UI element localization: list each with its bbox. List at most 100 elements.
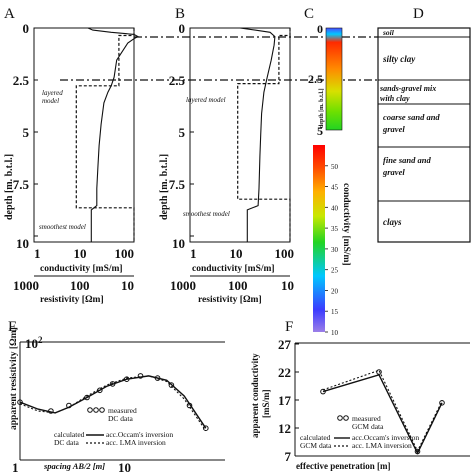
f-y-tick-22: 22 (278, 365, 291, 380)
panel-f: F 27 22 17 12 7 apparent conductivity [m… (250, 319, 470, 471)
b-smoothest-model-label: smoothest model (183, 210, 230, 218)
lith-fine-1: fine sand and (383, 155, 431, 165)
f-legend-measured: measured (352, 414, 381, 423)
f-ylabel-2: [mS/m] (261, 390, 271, 419)
panel-b-plot (237, 27, 291, 242)
f-y-tick-27: 27 (278, 337, 292, 352)
a-cond-tick-1: 10 (74, 246, 87, 261)
a-smoothest-model-line (87, 27, 140, 242)
lithology-boundaries (378, 36, 470, 202)
colorbar-tick-10: 10 (331, 329, 339, 337)
e-legend-measured: measured (108, 406, 137, 415)
e-legend-dc-data-2: DC data (54, 438, 79, 447)
f-y-tick-7: 7 (285, 449, 292, 464)
colorbar-tick-45: 45 (331, 184, 339, 192)
a-depth-tick-3: 7.5 (13, 177, 30, 192)
b-layered-model-label: layered model (186, 96, 226, 104)
b-res-axis-label: resistivity [Ωm] (198, 295, 262, 305)
lith-fine-2: gravel (382, 167, 405, 177)
panel-d: D soil silty clay sands-gravel mix with … (377, 6, 471, 243)
b-depth-tick-4: 10 (172, 236, 185, 251)
colorbar-tick-20: 20 (331, 287, 339, 295)
lith-sands-gravel-1: sands-gravel mix (379, 84, 436, 93)
a-cond-tick-0: 1 (34, 246, 41, 261)
panel-c: C 0 2.5 5 depth [m. b.t.l.] 10 15 20 25 30 35… (304, 6, 351, 337)
colorbar-tick-35: 35 (331, 225, 339, 233)
f-legend-lma: acc. LMA inversion (352, 441, 412, 450)
f-legend-gcm-data-2: GCM data (300, 441, 332, 450)
f-calculated-line (322, 373, 443, 455)
f-y-ticks: 27 22 17 12 7 (278, 337, 299, 464)
f-measured-point-3 (439, 400, 445, 406)
colorbar-ticks: 10 15 20 25 30 35 40 45 50 (325, 163, 339, 337)
panel-a: A 0 2.5 5 7.5 10 depth [m. b.t.l.] layer… (4, 6, 140, 305)
lithology-column (377, 27, 471, 243)
colorbar-label: conductivity [mS/m] (341, 183, 351, 266)
e-ylabel: apparent resistivity [Ωm] (9, 327, 19, 430)
a-cond-tick-2: 100 (115, 246, 135, 261)
panel-a-label: A (4, 6, 15, 22)
e-lma-line (19, 375, 207, 432)
b-res-tick-2: 10 (281, 278, 294, 293)
b-layered-model-line (237, 28, 291, 242)
e-legend-measured-marker (87, 407, 105, 413)
e-legend-occam: acc.Occam's inversion (106, 430, 173, 439)
a-res-axis-label: resistivity [Ωm] (40, 295, 104, 305)
panel-b-depth-ticks: 0 2.5 5 7.5 10 (169, 21, 194, 251)
b-cond-tick-2: 100 (275, 246, 295, 261)
f-y-tick-17: 17 (278, 393, 292, 408)
colorbar-tick-15: 15 (331, 308, 339, 316)
f-lma-line (322, 369, 443, 453)
a-layered-model-line (75, 28, 135, 242)
f-legend-gcm-data-1: GCM data (352, 422, 384, 431)
a-depth-tick-4: 10 (16, 236, 29, 251)
panel-e-label: E (8, 319, 17, 335)
a-depth-tick-2: 5 (23, 125, 30, 140)
e-measured-point-7 (137, 373, 144, 379)
f-ylabel-1: apparent conductivity (250, 353, 260, 438)
a-res-tick-0: 1000 (13, 278, 39, 293)
pseudosection-strip (325, 27, 343, 131)
lith-coarse-2: gravel (382, 124, 405, 134)
e-x-tick-1: 1 (12, 460, 19, 474)
f-y-tick-12: 12 (278, 421, 291, 436)
panel-b: B 0 2.5 5 7.5 10 depth [m. b.t.l.] layer… (159, 6, 294, 305)
panel-a-frame (33, 27, 135, 243)
b-depth-axis-label: depth [m. b.t.l.] (159, 154, 170, 220)
b-depth-tick-2: 5 (179, 125, 186, 140)
lith-clays: clays (383, 217, 402, 227)
panel-e: E 102 apparent resistivity [Ωm] 1 10 spa… (8, 319, 225, 474)
panel-e-plot (17, 373, 209, 432)
b-cond-tick-0: 1 (190, 246, 197, 261)
b-depth-tick-3: 7.5 (169, 177, 186, 192)
panel-d-label: D (413, 6, 424, 22)
panel-b-label: B (175, 6, 185, 22)
panel-f-label: F (285, 319, 293, 335)
c-depth-axis-label: depth [m. b.t.l.] (319, 88, 325, 128)
a-res-tick-1: 100 (70, 278, 90, 293)
panel-a-plot (75, 27, 140, 242)
lith-coarse-1: coarse sand and (383, 112, 440, 122)
e-measured-point-3 (84, 394, 90, 401)
e-legend: measured DC data calculated acc.Occam's … (54, 406, 173, 447)
a-layered-model-label-1: layered (42, 89, 63, 97)
e-x-tick-10: 10 (118, 460, 131, 474)
colorbar-tick-40: 40 (331, 204, 339, 212)
c-depth-tick-2: 5 (317, 124, 323, 138)
e-calculated-line (19, 375, 207, 429)
a-depth-tick-1: 2.5 (13, 73, 30, 88)
a-layered-model-label-2: model (42, 97, 59, 105)
lith-soil: soil (382, 28, 395, 37)
b-cond-axis-label: conductivity [mS/m] (192, 264, 275, 274)
f-legend-calculated: calculated (300, 433, 331, 442)
c-depth-tick-0: 0 (317, 22, 323, 36)
f-xlabel: effective penetration [m] (296, 461, 390, 471)
a-depth-tick-0: 0 (23, 21, 30, 36)
colorbar-tick-25: 25 (331, 267, 339, 275)
b-res-tick-1: 100 (228, 278, 248, 293)
panel-a-depth-ticks: 0 2.5 5 7.5 10 (13, 21, 38, 251)
lith-sands-gravel-2: with clay (380, 94, 410, 103)
a-res-tick-2: 10 (121, 278, 134, 293)
e-measured-point-0 (17, 399, 23, 406)
